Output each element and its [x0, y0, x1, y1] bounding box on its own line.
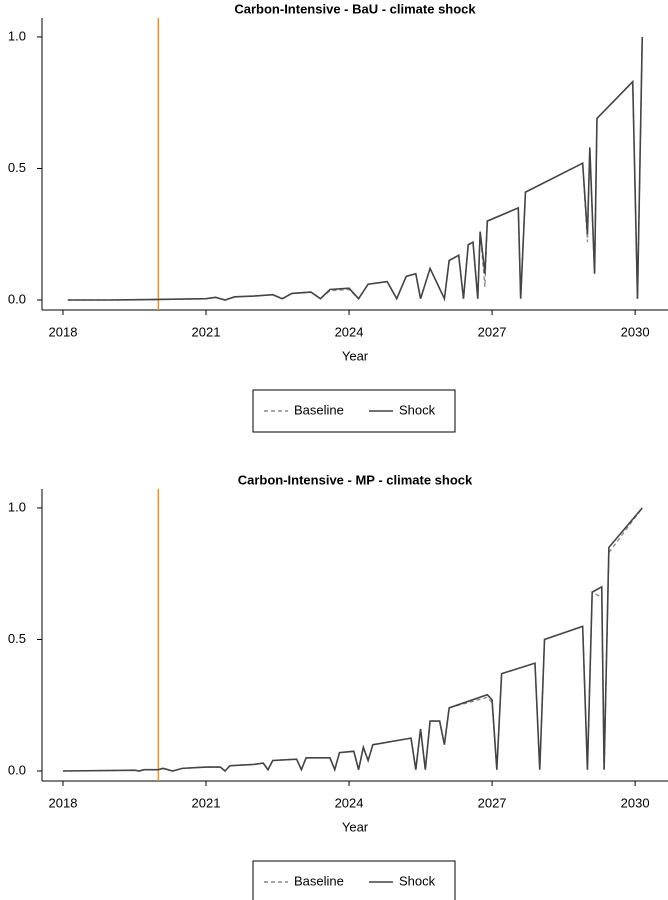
x-tick-label: 2027 — [478, 324, 507, 339]
x-tick-label: 2024 — [335, 324, 364, 339]
legend-label: Baseline — [294, 402, 344, 417]
x-tick-label: 2018 — [49, 324, 78, 339]
x-tick-label: 2021 — [192, 795, 221, 810]
x-tick-label: 2027 — [478, 795, 507, 810]
y-tick-label: 1.0 — [8, 28, 26, 43]
x-tick-label: 2030 — [621, 324, 650, 339]
y-tick-label: 0.5 — [8, 160, 26, 175]
legend-box — [252, 860, 456, 900]
y-tick-label: 1.0 — [8, 499, 26, 514]
series-line — [67, 36, 643, 301]
legend-label: Shock — [399, 873, 436, 888]
x-axis-label: Year — [342, 348, 369, 363]
y-tick-label: 0.0 — [8, 291, 26, 306]
x-tick-label: 2018 — [49, 795, 78, 810]
x-tick-label: 2021 — [192, 324, 221, 339]
chart-title: Carbon-Intensive - MP - climate shock — [238, 472, 473, 487]
x-axis-label: Year — [342, 819, 369, 834]
series-line — [62, 507, 643, 773]
y-tick-label: 0.5 — [8, 631, 26, 646]
x-tick-label: 2030 — [621, 795, 650, 810]
legend-label: Shock — [399, 402, 436, 417]
legend-label: Baseline — [294, 873, 344, 888]
series-line — [62, 507, 643, 772]
series-line — [67, 36, 644, 302]
x-tick-label: 2024 — [335, 795, 364, 810]
chart-title: Carbon-Intensive - BaU - climate shock — [234, 1, 476, 16]
y-tick-label: 0.0 — [8, 762, 26, 777]
